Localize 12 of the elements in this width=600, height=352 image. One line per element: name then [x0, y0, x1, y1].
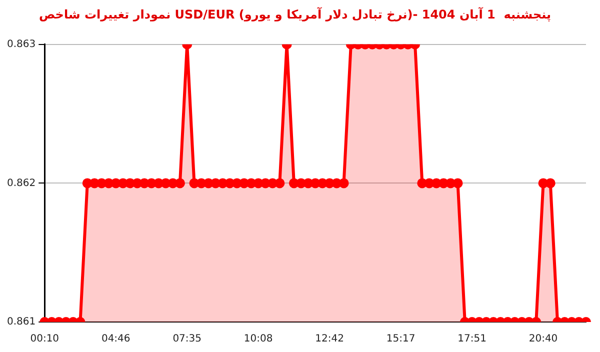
y-tick-label: 0.863 [6, 38, 36, 50]
y-tick-label: 0.861 [6, 316, 36, 328]
x-tick-label: 07:35 [172, 334, 202, 345]
y-tick-label: 0.862 [6, 178, 36, 189]
x-tick-label: 17:51 [458, 334, 486, 345]
chart-title: نمودار تغییرات شاخص USD/EUR (نرخ تبادل دلار آمریکا و یورو)- پنجشنبه 1 آبان 1404 [38, 6, 552, 22]
x-tick-label: 10:08 [244, 334, 273, 345]
x-tick-label: 04:46 [101, 334, 130, 345]
x-tick-label: 15:17 [386, 334, 416, 345]
x-tick-label: 12:42 [315, 334, 344, 345]
x-tick-label: 00:10 [30, 334, 60, 345]
x-tick-label: 20:40 [528, 334, 558, 345]
